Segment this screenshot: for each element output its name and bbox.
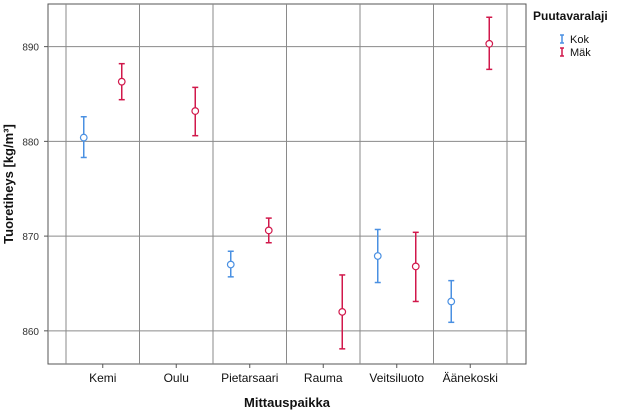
- mean-point: [226, 260, 235, 269]
- legend-label: Mäk: [570, 47, 591, 59]
- mean-point: [338, 307, 347, 316]
- error-bar-kok: [447, 279, 456, 324]
- y-tick-label: 880: [22, 137, 39, 148]
- error-bar-mäk: [117, 62, 126, 101]
- legend-label: Kok: [570, 34, 589, 46]
- data-marks: [79, 16, 494, 350]
- error-bar-mäk: [338, 274, 347, 350]
- error-bar-kok: [373, 228, 382, 284]
- x-tick-label: Rauma: [304, 371, 343, 385]
- mean-point: [264, 226, 273, 235]
- y-tick-label: 890: [22, 43, 39, 54]
- x-tick-label: Kemi: [89, 371, 116, 385]
- error-bar-mäk: [485, 16, 494, 71]
- axis-ticks: 860 870 880 890 Kemi Oulu Pietarsaari Rauma Veit…: [22, 43, 498, 385]
- error-bar-kok: [79, 115, 88, 159]
- x-tick-label: Veitsiluoto: [369, 371, 424, 385]
- mean-point: [79, 133, 88, 142]
- x-axis-label: Mittauspaikka: [244, 395, 331, 410]
- error-bar-kok: [226, 250, 235, 278]
- legend-item: Mäk: [560, 47, 591, 59]
- gridlines: [48, 4, 526, 364]
- y-axis-label: Tuoretiheys [kg/m³]: [1, 124, 16, 244]
- mean-point: [447, 297, 456, 306]
- y-tick-label: 870: [22, 232, 39, 243]
- x-tick-label: Oulu: [164, 371, 189, 385]
- error-bar-mäk: [191, 86, 200, 137]
- mean-point: [485, 39, 494, 48]
- mean-point: [191, 107, 200, 115]
- legend-title: Puutavaralaji: [533, 9, 608, 23]
- error-bar-mäk: [264, 217, 273, 244]
- x-tick-label: Äänekoski: [443, 371, 498, 385]
- mean-point: [117, 77, 126, 86]
- x-tick-label: Pietarsaari: [221, 371, 278, 385]
- mean-point: [373, 252, 382, 260]
- legend-item: Kok: [560, 34, 589, 46]
- y-tick-label: 860: [22, 327, 39, 338]
- mean-point: [411, 262, 420, 271]
- error-bar-mäk: [411, 231, 420, 303]
